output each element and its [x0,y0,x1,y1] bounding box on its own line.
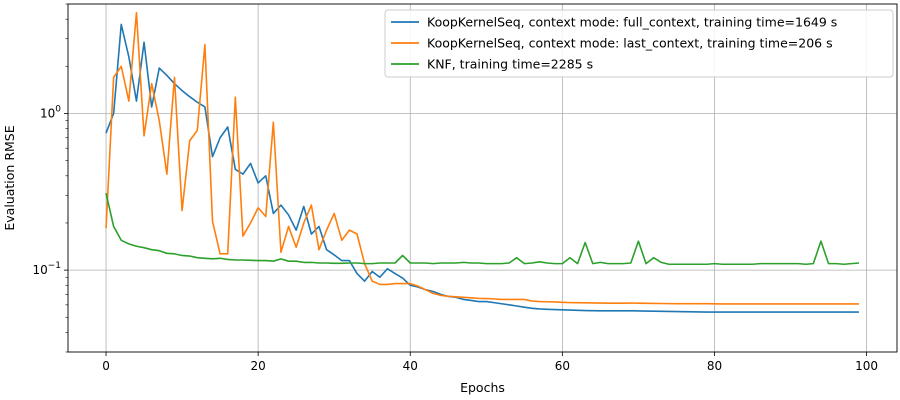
y-tick-label: 100 [40,104,61,120]
x-tick-label: 100 [855,359,878,373]
axis-ticks: 0 20 40 60 80 100 10−1 100 [32,3,878,373]
last-context-series-line [105,11,859,305]
x-tick-label: 80 [707,359,722,373]
x-tick-label: 60 [555,359,570,373]
legend-entry-label: KoopKernelSeq, context mode: full_contex… [427,15,837,30]
series-lines [105,11,860,313]
legend-box [384,9,894,78]
plot-frame [67,3,898,353]
legend-entry-label: KoopKernelSeq, context mode: last_contex… [427,36,833,51]
x-tick-label: 40 [403,359,418,373]
legend: KoopKernelSeq, context mode: full_contex… [384,9,894,78]
x-tick-label: 0 [102,359,110,373]
x-tick-label: 20 [250,359,265,373]
full-context-series-line [105,23,859,313]
x-axis-label: Epochs [460,380,505,395]
legend-entry-label: KNF, training time=2285 s [427,57,593,72]
y-axis-label: Evaluation RMSE [2,125,17,230]
knf-series-line [105,192,860,266]
y-tick-label: 10−1 [32,261,61,277]
